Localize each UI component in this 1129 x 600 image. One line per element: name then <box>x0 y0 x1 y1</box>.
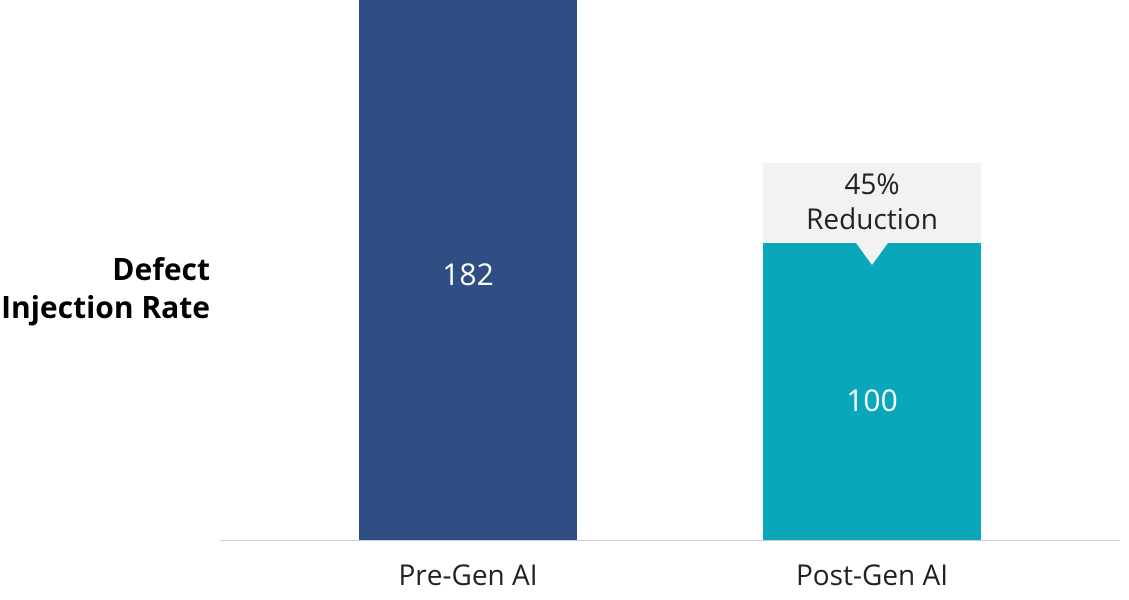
reduction-callout-text: 45%Reduction <box>763 167 981 237</box>
x-axis-baseline <box>220 540 1120 541</box>
x-axis-label: Pre-Gen AI <box>319 556 617 594</box>
y-axis-label-line1: Defect <box>112 248 210 289</box>
callout-pointer-icon <box>856 243 888 265</box>
callout-line2: Reduction <box>806 200 938 238</box>
y-axis-label: Defect Injection Rate <box>0 250 210 325</box>
callout-line1: 45% <box>844 165 899 203</box>
x-axis-label: Post-Gen AI <box>723 556 1021 594</box>
bar-value-label: 182 <box>359 253 577 294</box>
y-axis-label-line2: Injection Rate <box>1 286 210 327</box>
bar-value-label: 100 <box>763 379 981 420</box>
